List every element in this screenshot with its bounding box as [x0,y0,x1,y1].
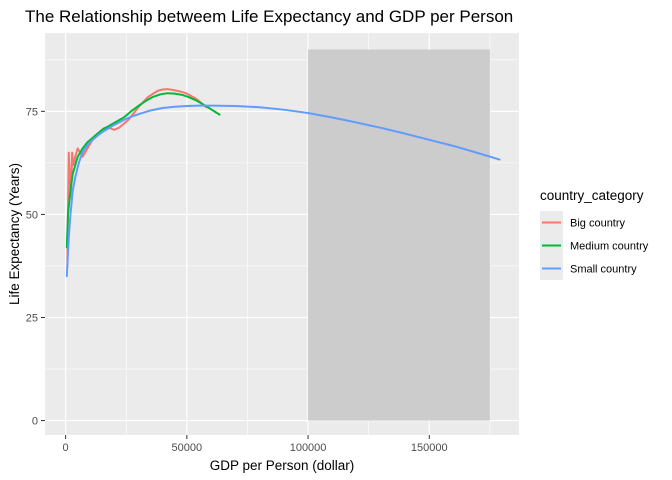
series-lines [65,88,501,278]
legend-item-big-country: Big country [540,211,626,234]
y-axis-title: Life Expectancy (Years) [7,163,22,305]
series-line-small-country [65,104,501,278]
legend-items: Big country Medium country Small country [540,211,649,280]
legend-item-medium-country: Medium country [540,234,649,257]
y-tick-label: 50 [26,209,38,221]
series-line-medium-country [65,92,221,249]
x-tick-label: 0 [63,442,69,454]
highlight-region [308,49,490,421]
x-axis: 0 50000 100000 150000 [63,435,448,454]
legend: country_category Big country Medium count… [540,188,649,280]
legend-title: country_category [540,188,644,203]
x-tick-label: 100000 [290,442,327,454]
legend-item-small-country: Small country [540,257,637,280]
legend-label: Small country [570,264,637,276]
y-axis: 0 25 50 75 [26,106,45,428]
x-tick-label: 150000 [411,442,448,454]
legend-label: Big country [570,218,626,230]
x-tick-label: 50000 [172,442,203,454]
y-tick-label: 0 [32,416,38,428]
y-tick-label: 75 [26,106,38,118]
chart-title: The Relationship betweem Life Expectancy… [25,7,513,26]
x-axis-title: GDP per Person (dollar) [210,458,355,473]
legend-label: Medium country [570,241,649,253]
y-tick-label: 25 [26,312,38,324]
